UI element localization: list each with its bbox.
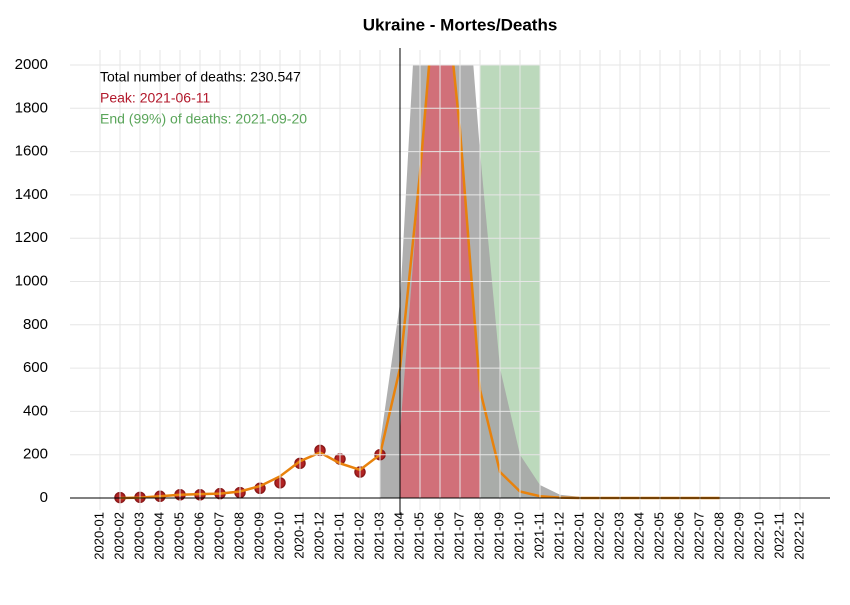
y-tick-label: 1400 <box>15 186 48 203</box>
x-tick-label: 2022-02 <box>591 512 606 560</box>
x-tick-label: 2022-03 <box>611 512 626 560</box>
x-tick-label: 2020-03 <box>131 512 146 560</box>
x-tick-label: 2021-06 <box>431 512 446 560</box>
x-tick-label: 2022-06 <box>671 512 686 560</box>
x-tick-label: 2021-11 <box>531 512 546 559</box>
x-tick-label: 2021-03 <box>371 512 386 560</box>
y-tick-label: 800 <box>23 316 48 333</box>
x-tick-label: 2021-07 <box>451 512 466 560</box>
x-tick-label: 2021-08 <box>471 512 486 560</box>
y-tick-label: 1800 <box>15 99 48 116</box>
x-tick-label: 2021-01 <box>331 512 346 560</box>
y-tick-label: 1600 <box>15 143 48 160</box>
y-tick-label: 2000 <box>15 56 48 73</box>
x-tick-label: 2020-04 <box>151 512 166 560</box>
x-tick-label: 2020-06 <box>191 512 206 560</box>
x-tick-label: 2020-01 <box>91 512 106 560</box>
x-tick-label: 2022-11 <box>771 512 786 559</box>
x-tick-label: 2021-04 <box>391 512 406 560</box>
y-tick-label: 0 <box>40 489 48 506</box>
chart-title: Ukraine - Mortes/Deaths <box>363 15 558 34</box>
x-tick-label: 2020-10 <box>271 512 286 560</box>
x-tick-label: 2020-02 <box>111 512 126 560</box>
x-tick-label: 2020-05 <box>171 512 186 560</box>
x-tick-label: 2022-07 <box>691 512 706 560</box>
x-tick-label: 2020-08 <box>231 512 246 560</box>
x-tick-label: 2022-10 <box>751 512 766 560</box>
annotation: End (99%) of deaths: 2021-09-20 <box>100 111 307 127</box>
y-tick-label: 200 <box>23 446 48 463</box>
x-tick-label: 2022-08 <box>711 512 726 560</box>
y-tick-label: 1000 <box>15 272 48 289</box>
x-tick-label: 2020-11 <box>291 512 306 559</box>
x-tick-label: 2022-01 <box>571 512 586 560</box>
y-tick-label: 400 <box>23 402 48 419</box>
y-tick-label: 600 <box>23 359 48 376</box>
x-tick-label: 2021-05 <box>411 512 426 560</box>
annotation: Peak: 2021-06-11 <box>100 90 210 106</box>
x-tick-label: 2021-10 <box>511 512 526 560</box>
x-tick-label: 2020-09 <box>251 512 266 560</box>
annotation: Total number of deaths: 230.547 <box>100 69 301 85</box>
x-tick-label: 2022-09 <box>731 512 746 560</box>
x-tick-label: 2021-09 <box>491 512 506 560</box>
y-tick-label: 1200 <box>15 229 48 246</box>
x-tick-label: 2020-07 <box>211 512 226 560</box>
x-tick-label: 2021-12 <box>551 512 566 560</box>
x-tick-label: 2022-05 <box>651 512 666 560</box>
x-tick-label: 2020-12 <box>311 512 326 560</box>
x-tick-label: 2022-04 <box>631 512 646 560</box>
x-tick-label: 2022-12 <box>791 512 806 560</box>
x-tick-label: 2021-02 <box>351 512 366 560</box>
